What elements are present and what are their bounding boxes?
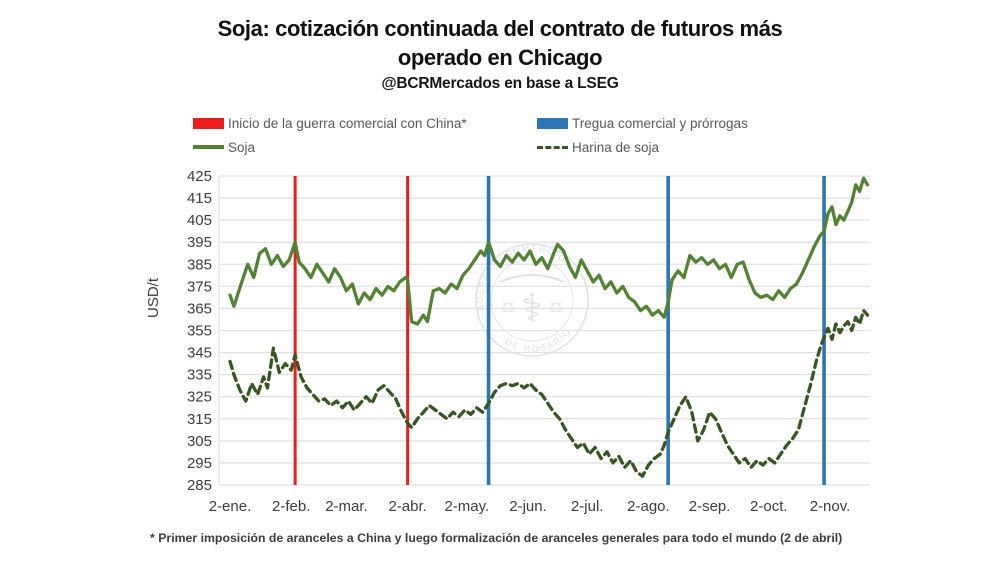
y-tick-label: 295 bbox=[187, 455, 212, 472]
legend-label: Inicio de la guerra comercial con China* bbox=[228, 115, 467, 131]
footnote: * Primer imposición de aranceles a China… bbox=[150, 531, 843, 545]
scales-icon: ⚖ bbox=[501, 299, 514, 316]
x-tick-label: 2-oct. bbox=[750, 498, 788, 515]
y-tick-label: 375 bbox=[187, 278, 212, 295]
legend-item-guerra-comercial: Inicio de la guerra comercial con China* bbox=[193, 116, 537, 131]
y-tick-label: 385 bbox=[187, 256, 212, 273]
x-tick-label: 2-ago. bbox=[627, 498, 670, 515]
soja-line bbox=[228, 176, 870, 326]
y-tick-label: 425 bbox=[187, 168, 212, 185]
gridlines bbox=[218, 175, 870, 486]
x-tick-label: 2-sep. bbox=[689, 498, 731, 515]
x-tick-label: 2-nov. bbox=[810, 498, 851, 515]
harina-line bbox=[228, 308, 870, 478]
y-tick-label: 335 bbox=[187, 367, 212, 384]
legend-label: Harina de soja bbox=[572, 139, 660, 155]
blue-rect-swatch-icon bbox=[537, 117, 568, 129]
y-tick-label: 355 bbox=[187, 323, 212, 340]
red-rect-swatch-icon bbox=[193, 117, 224, 129]
y-tick-label: 305 bbox=[187, 433, 212, 450]
y-tick-label: 325 bbox=[187, 389, 212, 406]
bcr-watermark-seal: BOLSA DE COMERCIO DE ROSARIO ⚕ ⚖ ⚖ bbox=[475, 243, 589, 357]
dashed-line-swatch-icon bbox=[537, 145, 568, 149]
legend-item-soja: Soja bbox=[193, 140, 537, 155]
y-tick-label: 405 bbox=[187, 212, 212, 229]
chart-title-line1: Soja: cotización continuada del contrato… bbox=[217, 16, 783, 41]
green-line-swatch-icon bbox=[193, 145, 224, 149]
y-axis-title: USD/t bbox=[145, 277, 162, 318]
y-tick-label: 285 bbox=[187, 477, 212, 494]
x-tick-label: 2-jul. bbox=[571, 498, 604, 515]
title-block: Soja: cotización continuada del contrato… bbox=[0, 14, 1000, 93]
x-tick-label: 2-feb. bbox=[272, 498, 310, 515]
data-series bbox=[228, 176, 870, 478]
y-tick-label: 415 bbox=[187, 190, 212, 207]
legend-item-harina: Harina de soja bbox=[537, 140, 748, 155]
y-tick-label: 395 bbox=[187, 234, 212, 251]
y-tick-label: 365 bbox=[187, 300, 212, 317]
scales-icon: ⚖ bbox=[549, 299, 562, 316]
chart-subtitle: @BCRMercados en base a LSEG bbox=[381, 75, 619, 93]
legend-label: Tregua comercial y prórrogas bbox=[572, 115, 748, 131]
x-tick-label: 2-may. bbox=[444, 498, 489, 515]
y-tick-label: 345 bbox=[187, 345, 212, 362]
axis-labels: 425 415 405 395 385 375 365 355 345 335 325 315 305 2… bbox=[145, 168, 850, 515]
y-tick-label: 315 bbox=[187, 411, 212, 428]
legend-label: Soja bbox=[228, 139, 256, 155]
chart-legend: Inicio de la guerra comercial con China*… bbox=[193, 111, 748, 159]
x-tick-label: 2-mar. bbox=[325, 498, 368, 515]
x-tick-label: 2-jun. bbox=[509, 498, 547, 515]
chart-title-line2: operado en Chicago bbox=[397, 45, 603, 71]
legend-item-tregua: Tregua comercial y prórrogas bbox=[537, 116, 748, 131]
x-tick-label: 2-abr. bbox=[388, 498, 426, 515]
x-tick-label: 2-ene. bbox=[209, 498, 252, 515]
